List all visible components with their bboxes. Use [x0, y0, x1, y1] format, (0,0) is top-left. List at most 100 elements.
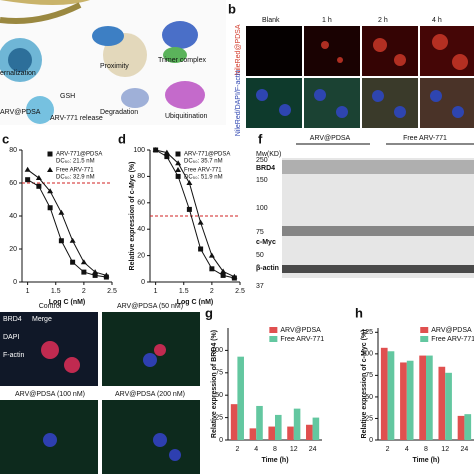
label: Proximity	[100, 63, 129, 70]
marker	[208, 252, 215, 258]
y-tick-label: 125	[361, 329, 373, 336]
legend-label: Free ARV-771	[56, 168, 94, 174]
column-label: 4 h	[432, 17, 442, 24]
legend-label: ARV@PDSA	[280, 327, 321, 334]
mw: 250	[256, 157, 268, 164]
marker	[35, 175, 42, 181]
marker	[69, 237, 76, 243]
y-tick-label: 50	[215, 392, 223, 399]
legend-label: ARV-771@PDSA	[184, 152, 230, 158]
bar	[426, 355, 433, 440]
image	[304, 26, 360, 76]
label: ARV-771 release	[50, 115, 103, 122]
mw: 75	[256, 229, 264, 236]
marker	[163, 149, 170, 155]
panel-a: ernalization Proximity Trimer complex GS…	[0, 0, 226, 125]
band-brd4	[282, 160, 474, 174]
ubiquitin	[165, 81, 205, 109]
y-tick-label: 40	[137, 226, 145, 233]
mw: 150	[256, 177, 268, 184]
group-label: Free ARV-771	[403, 135, 447, 142]
bar	[464, 414, 472, 440]
marker	[47, 205, 53, 211]
legend-marker	[175, 151, 181, 157]
x-tick-label: 2	[386, 446, 390, 453]
x-tick-label: 8	[273, 446, 277, 453]
band-cmyc	[282, 226, 474, 236]
title: ARV@PDSA (200 nM)	[115, 391, 185, 398]
marker	[25, 177, 31, 183]
panel-letter: f	[258, 131, 263, 146]
nuclei	[43, 353, 181, 461]
x-tick-label: 12	[441, 446, 449, 453]
marker	[186, 180, 193, 185]
group-label: ARV@PDSA	[310, 135, 351, 142]
protein: BRD4	[256, 165, 275, 172]
x-tick-label: 24	[309, 446, 317, 453]
legend-swatch	[420, 336, 429, 342]
column-label: Blank	[262, 17, 280, 24]
x-tick-label: 2.5	[107, 288, 117, 295]
mw: 100	[256, 205, 268, 212]
marker	[220, 268, 227, 274]
legend-note: DC₅₀: 32.9 nM	[56, 175, 95, 181]
y-tick-label: 100	[211, 347, 223, 354]
image	[362, 78, 418, 128]
y-tick-label: 20	[9, 246, 17, 253]
marker	[47, 188, 54, 194]
channel: BRD4	[3, 316, 22, 323]
row-label: NileRed/DAPI/F-actin	[235, 70, 242, 137]
x-tick-label: 1.5	[51, 288, 61, 295]
legend-swatch	[420, 327, 429, 333]
marker	[164, 154, 170, 160]
panel-f: f ARV@PDSA Free ARV-771 Mw(KD) 250 150 1…	[256, 131, 474, 290]
x-tick-label: 1	[154, 288, 158, 295]
bar	[438, 366, 446, 440]
mw: 50	[256, 252, 264, 259]
y-axis-label: Relative expression of c-Myc (%)	[129, 162, 136, 271]
marker	[58, 238, 64, 244]
y-tick-label: 40	[9, 213, 17, 220]
x-tick-label: 4	[405, 446, 409, 453]
legend-note: DC₅₀: 35.7 nM	[184, 159, 223, 165]
protein: c-Myc	[256, 239, 276, 246]
marker	[186, 206, 192, 212]
nanoparticle-core	[8, 48, 32, 72]
panel-letter: h	[355, 305, 363, 320]
label: GSH	[60, 93, 75, 100]
protein: β-actin	[256, 265, 279, 272]
y-tick-label: 0	[369, 437, 373, 444]
trimer	[162, 21, 198, 49]
red-signal	[321, 34, 468, 70]
legend-label: ARV@PDSA	[431, 327, 472, 334]
bar	[400, 362, 407, 440]
y-tick-label: 60	[9, 180, 17, 187]
x-tick-label: 12	[290, 446, 298, 453]
bar	[256, 405, 263, 440]
marker	[197, 219, 204, 225]
legend-swatch	[269, 327, 278, 333]
x-tick-label: 8	[424, 446, 428, 453]
marker	[81, 269, 87, 275]
line	[27, 169, 107, 276]
marker	[58, 209, 65, 215]
y-tick-label: 80	[9, 147, 17, 154]
bar	[306, 424, 313, 440]
x-tick-label: 2	[82, 288, 86, 295]
panel-letter: c	[2, 131, 9, 146]
image	[246, 26, 302, 76]
y-tick-label: 0	[141, 279, 145, 286]
y-tick-label: 0	[219, 437, 223, 444]
legend-marker	[47, 167, 53, 172]
panel-letter: d	[118, 131, 126, 146]
row-label: NileRed@PDSA	[235, 24, 242, 75]
y-tick-label: 75	[215, 370, 223, 377]
title: ARV@PDSA (50 nM)	[117, 303, 183, 310]
bar	[249, 428, 257, 440]
marker	[103, 272, 110, 278]
bar	[457, 415, 465, 440]
bar	[293, 408, 301, 440]
column-label: 1 h	[322, 17, 332, 24]
